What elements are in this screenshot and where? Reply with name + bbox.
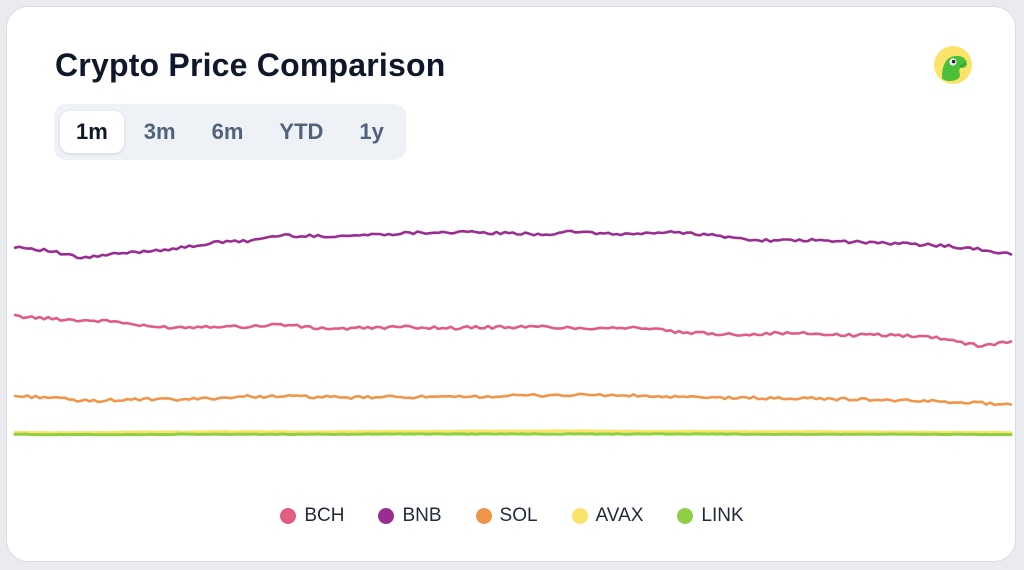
tab-6m[interactable]: 6m [211,119,244,144]
chart-card: Crypto Price Comparison 1m 3m 6m YTD 1y … [6,6,1016,562]
tab-1m[interactable]: 1m [60,111,124,153]
series-line-bnb [13,229,1013,260]
legend-item-sol[interactable]: SOL [475,505,538,527]
legend-item-bnb[interactable]: BNB [378,505,442,527]
legend-label-bnb: BNB [402,505,442,526]
legend-label-avax: AVAX [595,505,644,526]
price-line-chart [13,229,1013,437]
series-line-link [13,432,1013,437]
legend-dot-bnb [378,508,395,524]
legend-label-sol: SOL [499,505,538,526]
legend-dot-bch [280,508,297,524]
legend-dot-avax [571,508,588,524]
tab-3m[interactable]: 3m [143,119,176,144]
legend-item-bch[interactable]: BCH [280,505,344,527]
series-line-sol [13,392,1013,407]
series-line-bch [13,313,1013,348]
gecko-logo-icon[interactable] [933,45,973,85]
series-line-avax [13,429,1013,435]
legend-item-link[interactable]: LINK [677,505,744,527]
legend-label-bch: BCH [304,505,345,526]
timeframe-tabs: 1m 3m 6m YTD 1y [54,104,406,160]
legend-dot-link [677,508,694,524]
legend-label-link: LINK [701,505,744,526]
page-title: Crypto Price Comparison [55,47,446,83]
legend-item-avax[interactable]: AVAX [571,505,644,527]
tab-1y[interactable]: 1y [359,119,384,144]
chart-legend: BCH BNB SOL AVAX LINK [7,505,1015,527]
tab-ytd[interactable]: YTD [279,119,324,144]
legend-dot-sol [475,508,492,524]
